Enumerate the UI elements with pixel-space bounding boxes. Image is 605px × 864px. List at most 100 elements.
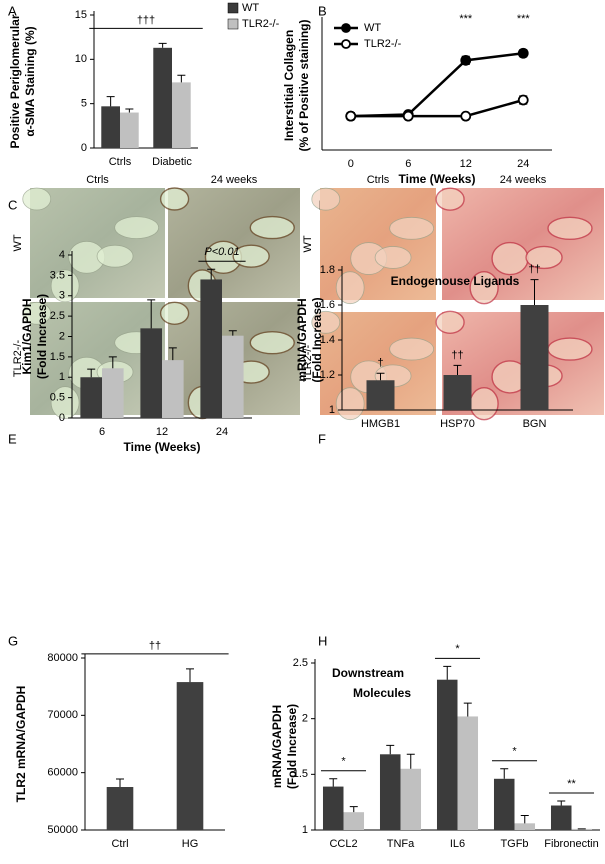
tissue-structure: [491, 241, 529, 276]
tissue-structure: [22, 301, 52, 325]
significance-label: †††: [137, 14, 155, 26]
chart-title: Downstream: [332, 666, 404, 680]
x-tick-label: HG: [182, 838, 199, 850]
x-axis-label: Time (Weeks): [124, 440, 201, 454]
y-axis-label: α-SMA Staining (%): [23, 26, 37, 136]
x-tick-label: CCL2: [329, 838, 357, 850]
micrograph: [442, 188, 604, 300]
significance-label: *: [512, 746, 517, 758]
bar: [120, 112, 139, 148]
legend-marker: [341, 23, 351, 33]
y-tick-label: 2.5: [293, 657, 308, 669]
error-bar: [386, 744, 395, 755]
bar: [106, 787, 134, 830]
legend-swatch: [227, 2, 239, 14]
micrograph-column-label: Ctrls: [86, 174, 109, 186]
y-tick-label: 1: [302, 824, 308, 836]
error-bar: [530, 279, 539, 305]
panel-letter: F: [318, 431, 326, 446]
significance-label: ††: [149, 640, 161, 652]
x-tick-label: 12: [156, 426, 168, 438]
tissue-structure: [311, 310, 341, 334]
y-tick-label: 0: [81, 142, 87, 154]
x-tick-label: BGN: [523, 418, 547, 430]
error-bar: [207, 268, 216, 280]
panel-letter: E: [8, 431, 17, 446]
bar: [80, 377, 102, 418]
bar: [343, 812, 365, 830]
y-tick-label: 4: [59, 249, 65, 261]
legend-swatch: [227, 18, 239, 30]
error-bar: [228, 330, 237, 336]
bar: [550, 805, 572, 830]
tissue-structure: [159, 301, 190, 325]
y-axis-label: (% of Positive staining): [297, 19, 311, 151]
y-tick-label: 1.2: [320, 369, 335, 381]
tissue-structure: [311, 187, 341, 211]
error-bar: [349, 806, 358, 813]
bar: [366, 380, 395, 410]
tissue-structure: [547, 216, 593, 241]
y-axis-label: TLR2 mRNA/GAPDH: [14, 686, 28, 803]
error-bar: [116, 778, 124, 787]
y-axis-label: Kim1/GAPDH: [20, 298, 34, 374]
error-bar: [106, 96, 115, 107]
error-bar: [186, 668, 194, 683]
tissue-structure: [389, 337, 435, 361]
tissue-structure: [525, 245, 563, 270]
x-tick-label: 24: [216, 426, 228, 438]
marker: [460, 110, 472, 122]
bar: [514, 823, 536, 830]
y-axis-label: (Fold Increase): [310, 297, 324, 382]
x-tick-label: 12: [460, 158, 472, 170]
significance-label: †: [377, 357, 383, 369]
x-tick-label: Ctrl: [111, 838, 128, 850]
error-bar: [453, 364, 462, 375]
y-tick-label: 2: [59, 330, 65, 342]
line: [350, 98, 524, 118]
error-bar: [158, 42, 167, 48]
x-tick-label: TNFa: [387, 838, 415, 850]
chart-title: Endogenouse Ligands: [391, 274, 520, 288]
error-bar: [329, 778, 338, 787]
tissue-structure: [159, 187, 190, 211]
marker: [517, 94, 529, 106]
y-tick-label: 1.6: [320, 299, 335, 311]
tissue-structure: [547, 337, 593, 361]
panel-letter: A: [8, 3, 17, 18]
bar: [140, 328, 162, 418]
bar: [176, 682, 204, 830]
y-tick-label: 3: [59, 290, 65, 302]
error-bar: [87, 368, 96, 378]
bar: [162, 360, 184, 418]
error-bar: [443, 665, 452, 680]
legend-label: WT: [242, 2, 259, 14]
y-tick-label: 0: [59, 412, 65, 424]
error-bar: [520, 815, 529, 824]
y-tick-label: 5: [81, 98, 87, 110]
bar: [493, 778, 515, 830]
x-tick-label: Ctrls: [109, 156, 132, 168]
micrograph-row-label: WT: [302, 235, 314, 252]
micrograph: [30, 188, 165, 298]
bar: [436, 679, 458, 830]
micrograph-column-label: 24 weeks: [500, 174, 547, 186]
marker: [460, 54, 472, 66]
error-bar: [376, 372, 385, 381]
tissue-structure: [22, 187, 52, 211]
micrograph-row-label: TLR2-/-: [302, 345, 314, 383]
significance-label: ††: [451, 349, 463, 361]
bar: [379, 754, 401, 830]
x-tick-label: Fibronectin: [544, 838, 598, 850]
y-tick-label: 70000: [47, 709, 78, 721]
tissue-structure: [469, 270, 499, 305]
bar: [571, 828, 593, 830]
micrograph-column-label: 24 weeks: [211, 174, 258, 186]
x-tick-label: 24: [517, 158, 529, 170]
legend-label: WT: [364, 22, 381, 34]
y-tick-label: 60000: [47, 767, 78, 779]
chart-title: Molecules: [353, 686, 411, 700]
bar: [172, 82, 191, 148]
